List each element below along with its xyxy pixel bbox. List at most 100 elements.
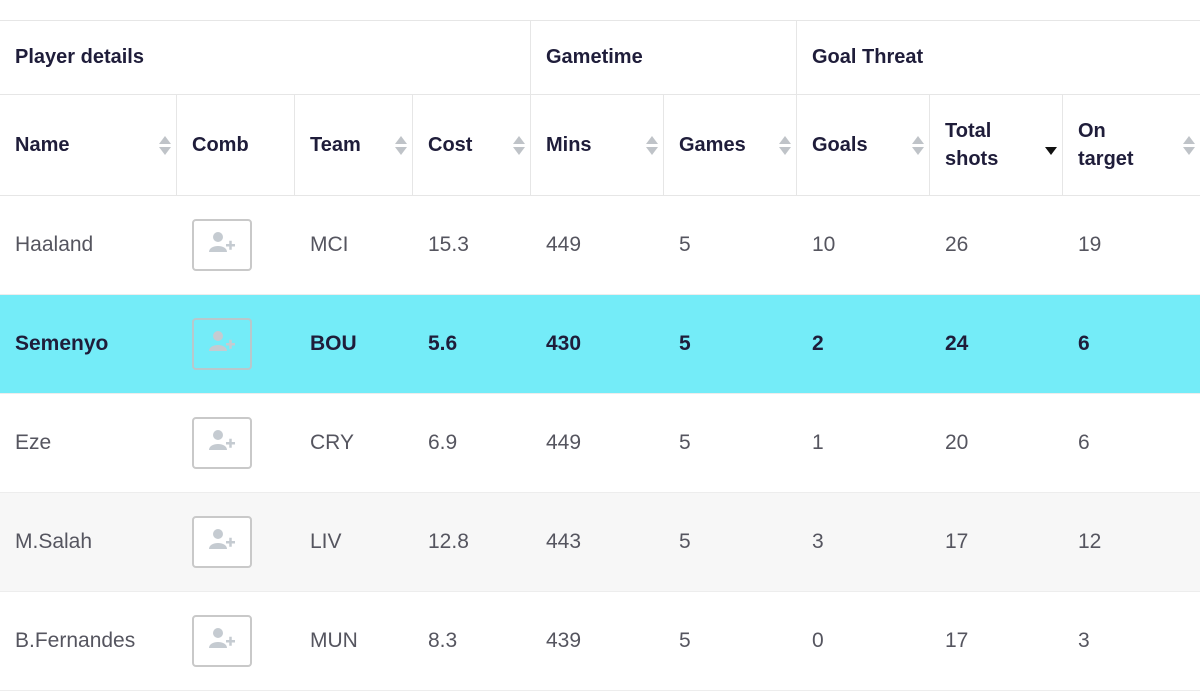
sort-down-icon — [159, 146, 171, 155]
stat-value: MCI — [310, 233, 349, 256]
cell-comb — [177, 493, 295, 591]
table-row[interactable]: B.Fernandes MUN 8.3 439 5 0 17 3 — [0, 592, 1200, 691]
sort-down-icon — [513, 146, 525, 155]
sort-up-icon — [159, 135, 171, 144]
table-row[interactable]: M.Salah LIV 12.8 443 5 3 17 12 — [0, 493, 1200, 592]
sort-up-icon — [513, 135, 525, 144]
stat-value: 449 — [546, 431, 582, 454]
sort-arrows-icon[interactable] — [512, 135, 526, 155]
add-to-comb-button[interactable] — [192, 615, 252, 667]
add-to-comb-button[interactable] — [192, 219, 252, 271]
cell-cost: 6.9 — [413, 394, 531, 492]
stat-value: 5.6 — [428, 332, 458, 355]
cell-name: M.Salah — [0, 493, 177, 591]
cell-goals: 1 — [797, 394, 930, 492]
stat-value: 6 — [1078, 431, 1090, 454]
stat-value: 449 — [546, 233, 582, 256]
sort-arrows-icon[interactable] — [1044, 136, 1058, 155]
column-header-team[interactable]: Team — [295, 95, 413, 195]
sort-down-icon — [646, 146, 658, 155]
cell-name: Haaland — [0, 196, 177, 294]
stat-value: 5 — [679, 332, 691, 355]
column-header-label: Mins — [546, 134, 592, 156]
stat-value: 5 — [679, 233, 691, 256]
cell-goals: 2 — [797, 295, 930, 393]
cell-mins: 449 — [531, 196, 664, 294]
sort-arrows-icon[interactable] — [394, 135, 408, 155]
add-to-comb-button[interactable] — [192, 516, 252, 568]
stat-value: 3 — [812, 530, 824, 553]
sort-arrows-icon[interactable] — [911, 135, 925, 155]
sort-up-icon — [912, 135, 924, 144]
cell-games: 5 — [664, 394, 797, 492]
cell-team: LIV — [295, 493, 413, 591]
stat-value: 430 — [546, 332, 582, 355]
cell-name: B.Fernandes — [0, 592, 177, 690]
stat-value: 15.3 — [428, 233, 469, 256]
table-row[interactable]: Eze CRY 6.9 449 5 1 20 6 — [0, 394, 1200, 493]
player-name[interactable]: Semenyo — [15, 332, 109, 355]
column-header-mins[interactable]: Mins — [531, 95, 664, 195]
player-name[interactable]: Haaland — [15, 233, 94, 256]
cell-team: MUN — [295, 592, 413, 690]
column-header-label: Total shots — [945, 120, 999, 170]
sort-arrows-icon[interactable] — [158, 135, 172, 155]
stat-value: 12 — [1078, 530, 1102, 553]
add-user-icon — [207, 428, 237, 458]
cell-cost: 5.6 — [413, 295, 531, 393]
sort-up-icon — [1183, 135, 1195, 144]
cell-comb — [177, 394, 295, 492]
column-header-total-shots[interactable]: Total shots — [930, 95, 1063, 195]
stat-value: 17 — [945, 530, 969, 553]
stat-value: 24 — [945, 332, 969, 355]
column-header-on-target[interactable]: On target — [1063, 95, 1200, 195]
cell-comb — [177, 592, 295, 690]
add-user-icon — [207, 329, 237, 359]
table-row[interactable]: Semenyo BOU 5.6 430 5 2 24 6 — [0, 295, 1200, 394]
table-row[interactable]: Haaland MCI 15.3 449 5 10 26 19 — [0, 196, 1200, 295]
column-header-goals[interactable]: Goals — [797, 95, 930, 195]
add-to-comb-button[interactable] — [192, 417, 252, 469]
stat-value: 2 — [812, 332, 824, 355]
stat-value: 6 — [1078, 332, 1090, 355]
column-header-name[interactable]: Name — [0, 95, 177, 195]
column-header-label: Games — [679, 134, 746, 156]
column-header-cost[interactable]: Cost — [413, 95, 531, 195]
sort-arrows-icon[interactable] — [1182, 135, 1196, 155]
stat-value: 20 — [945, 431, 969, 454]
cell-mins: 430 — [531, 295, 664, 393]
stat-value: 3 — [1078, 629, 1090, 652]
cell-mins: 449 — [531, 394, 664, 492]
cell-total-shots: 17 — [930, 493, 1063, 591]
sort-down-icon — [912, 146, 924, 155]
player-name[interactable]: M.Salah — [15, 530, 93, 553]
cell-games: 5 — [664, 493, 797, 591]
cell-name: Eze — [0, 394, 177, 492]
group-player-details: Player details — [0, 21, 531, 94]
stat-value: 8.3 — [428, 629, 458, 652]
sort-arrows-icon[interactable] — [778, 135, 792, 155]
player-name[interactable]: B.Fernandes — [15, 629, 136, 652]
column-header-label: Comb — [192, 134, 249, 156]
cell-team: CRY — [295, 394, 413, 492]
stat-value: BOU — [310, 332, 357, 355]
column-header-label: On target — [1078, 120, 1134, 170]
column-header-games[interactable]: Games — [664, 95, 797, 195]
group-gametime: Gametime — [531, 21, 797, 94]
cell-games: 5 — [664, 196, 797, 294]
cell-on-target: 6 — [1063, 295, 1200, 393]
cell-cost: 8.3 — [413, 592, 531, 690]
player-name[interactable]: Eze — [15, 431, 52, 454]
stat-value: LIV — [310, 530, 342, 553]
cell-on-target: 3 — [1063, 592, 1200, 690]
group-label: Goal Threat — [812, 46, 924, 68]
column-header-label: Name — [15, 134, 70, 156]
sort-arrows-icon[interactable] — [645, 135, 659, 155]
cell-goals: 0 — [797, 592, 930, 690]
add-to-comb-button[interactable] — [192, 318, 252, 370]
cell-total-shots: 20 — [930, 394, 1063, 492]
add-user-icon — [207, 527, 237, 557]
cell-total-shots: 24 — [930, 295, 1063, 393]
stat-value: 10 — [812, 233, 836, 256]
stat-value: MUN — [310, 629, 358, 652]
